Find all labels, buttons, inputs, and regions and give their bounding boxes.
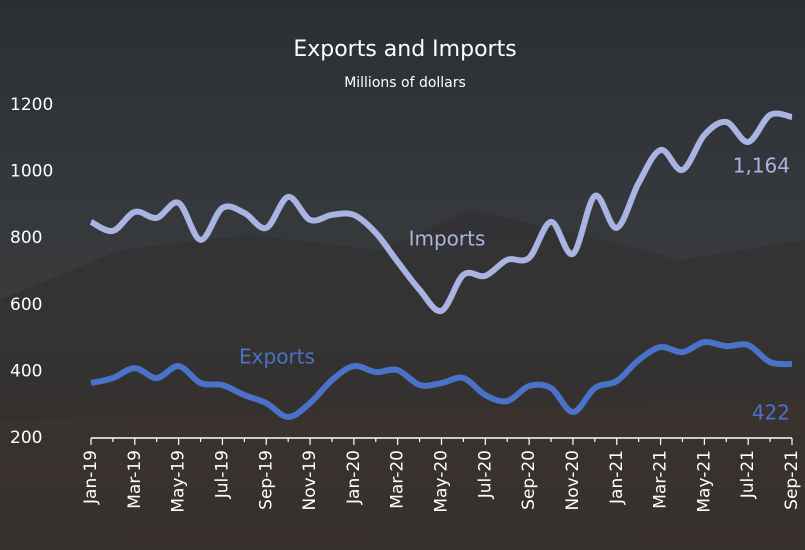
y-tick-label: 800 xyxy=(10,228,42,248)
x-tick-label: Mar-21 xyxy=(651,450,671,509)
chart-subtitle: Millions of dollars xyxy=(344,75,466,91)
y-tick-label: 1000 xyxy=(10,162,53,182)
x-tick-label: Jan-19 xyxy=(81,450,101,505)
x-tick-label: Jan-21 xyxy=(607,450,627,505)
y-tick-label: 400 xyxy=(10,361,42,381)
x-tick-label: Sep-21 xyxy=(782,450,802,510)
x-tick-label: Jul-19 xyxy=(212,450,232,499)
value-label: 422 xyxy=(752,401,790,425)
x-tick-label: Nov-19 xyxy=(300,450,320,511)
series-label: Exports xyxy=(239,345,315,369)
x-tick-label: May-19 xyxy=(169,450,189,513)
x-tick-label: Jul-20 xyxy=(475,450,495,499)
y-tick-label: 1200 xyxy=(10,95,53,115)
x-tick-label: Jan-20 xyxy=(344,450,364,505)
series-label: Imports xyxy=(409,227,486,251)
x-tick-label: May-21 xyxy=(694,450,714,513)
x-tick-label: Jul-21 xyxy=(738,450,758,499)
x-tick-label: Sep-19 xyxy=(256,450,276,510)
series-line xyxy=(90,338,793,421)
y-tick-label: 600 xyxy=(10,295,42,315)
x-tick-label: Mar-19 xyxy=(125,450,145,509)
x-tick-label: Mar-20 xyxy=(388,450,408,509)
x-tick-label: May-20 xyxy=(432,450,452,513)
value-label: 1,164 xyxy=(733,153,790,177)
series-line xyxy=(89,110,793,314)
x-tick-label: Nov-20 xyxy=(563,450,583,511)
chart-title: Exports and Imports xyxy=(293,37,516,62)
y-tick-label: 200 xyxy=(10,428,42,448)
x-tick-label: Sep-20 xyxy=(519,450,539,510)
